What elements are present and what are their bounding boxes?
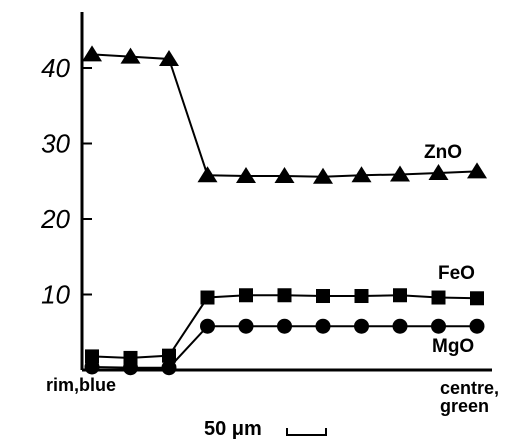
data-point-mgo [123,360,138,376]
data-point-zno [236,166,256,183]
data-point-mgo [277,318,292,334]
data-point-feo [239,288,253,303]
data-point-zno [313,167,333,184]
data-point-mgo [200,318,215,334]
y-tick-label: 20 [40,204,70,234]
data-point-feo [200,290,215,305]
data-point-zno [274,166,295,183]
data-point-zno [197,166,218,183]
y-tick-label: 10 [41,280,70,310]
series-label-zno: ZnO [424,142,462,163]
series-label-feo: FeO [438,263,475,284]
data-point-mgo [354,318,369,334]
series-line-zno [91,53,478,178]
data-point-mgo [161,360,177,376]
scale-bar-label: 50 μm [204,418,262,440]
data-point-zno [467,162,487,179]
data-point-feo [470,291,484,306]
data-point-mgo [84,359,100,375]
data-point-feo [354,289,369,304]
data-point-feo [316,289,330,304]
y-tick-label: 30 [41,129,70,159]
data-point-feo [277,288,292,303]
y-tick-label: 40 [41,53,70,83]
series-label-mgo: MgO [432,336,474,357]
data-point-zno [159,49,179,66]
data-point-mgo [469,318,485,334]
data-point-feo [393,288,407,303]
data-point-mgo [431,318,446,334]
data-point-mgo [238,318,254,334]
x-end-label-line2: green [440,396,489,416]
data-point-mgo [315,318,331,334]
data-point-zno [351,166,372,183]
data-point-zno [428,163,449,180]
data-point-mgo [392,318,408,334]
scale-bar [286,428,327,436]
x-start-label: rim,blue [46,375,116,395]
data-point-feo [85,349,99,364]
data-point-feo [431,290,446,305]
data-point-feo [162,348,176,363]
x-end-label-line1: centre, [440,378,499,398]
data-point-zno [390,165,410,182]
y-ticks: 10 20 30 40 [40,53,92,310]
series-markers [82,45,487,376]
data-point-zno [82,45,102,62]
data-point-zno [120,47,141,64]
